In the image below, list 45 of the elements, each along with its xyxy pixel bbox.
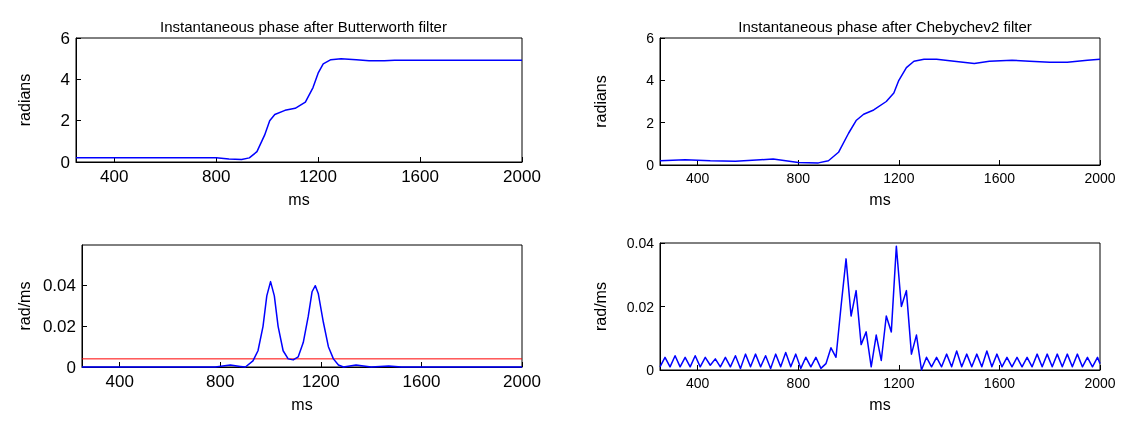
x-tick-label: 1200 xyxy=(299,167,338,186)
y-tick-label: 0 xyxy=(646,157,655,173)
y-axis-title: rad/ms xyxy=(591,282,609,331)
y-axis-title: radians xyxy=(15,73,33,127)
x-tick-label: 1600 xyxy=(401,167,439,186)
y-tick-label: 0.04 xyxy=(626,235,655,251)
x-tick-label: 2000 xyxy=(1084,170,1116,186)
x-tick-label: 2000 xyxy=(503,167,541,186)
x-tick-label: 400 xyxy=(686,375,710,391)
x-axis-title: ms xyxy=(288,190,310,208)
line-series xyxy=(659,245,1101,371)
x-tick-label: 1200 xyxy=(883,375,915,391)
x-tick-label: 1200 xyxy=(883,170,915,186)
y-tick-label: 0.02 xyxy=(42,316,76,336)
x-tick-label: 1200 xyxy=(301,372,340,391)
x-tick-label: 1600 xyxy=(402,372,441,391)
y-tick-label: 4 xyxy=(646,72,655,89)
chart-title: Instantaneous phase after Butterworth filter xyxy=(160,18,447,35)
x-tick-label: 800 xyxy=(786,375,811,391)
x-tick-label: 1600 xyxy=(983,170,1016,186)
y-tick-label: 0 xyxy=(66,357,76,377)
x-tick-label: 800 xyxy=(786,170,811,186)
x-tick-label: 800 xyxy=(206,372,235,391)
x-tick-label: 800 xyxy=(201,167,231,186)
y-axis-title: rad/ms xyxy=(15,281,33,331)
x-axis-title: ms xyxy=(869,190,891,208)
x-axis-title: ms xyxy=(869,395,891,413)
x-axis-title: ms xyxy=(291,395,313,413)
y-tick-label: 0.04 xyxy=(42,276,76,296)
y-tick-label: 4 xyxy=(60,69,70,89)
y-tick-label: 0.02 xyxy=(626,298,655,315)
y-tick-label: 6 xyxy=(646,30,655,46)
y-axis-title: radians xyxy=(591,75,609,128)
x-tick-label: 400 xyxy=(686,170,710,186)
x-tick-label: 400 xyxy=(100,167,129,186)
x-tick-label: 2000 xyxy=(1084,375,1116,391)
y-tick-label: 2 xyxy=(60,111,70,131)
chart-title: Instantaneous phase after Chebychev2 filter xyxy=(738,18,1032,35)
x-tick-label: 2000 xyxy=(503,372,541,391)
x-tick-label: 1600 xyxy=(983,375,1016,391)
x-tick-label: 400 xyxy=(105,372,134,391)
y-tick-label: 6 xyxy=(60,28,70,48)
y-tick-label: 2 xyxy=(646,114,655,131)
y-tick-label: 0 xyxy=(60,152,70,172)
y-tick-label: 0 xyxy=(646,362,655,378)
